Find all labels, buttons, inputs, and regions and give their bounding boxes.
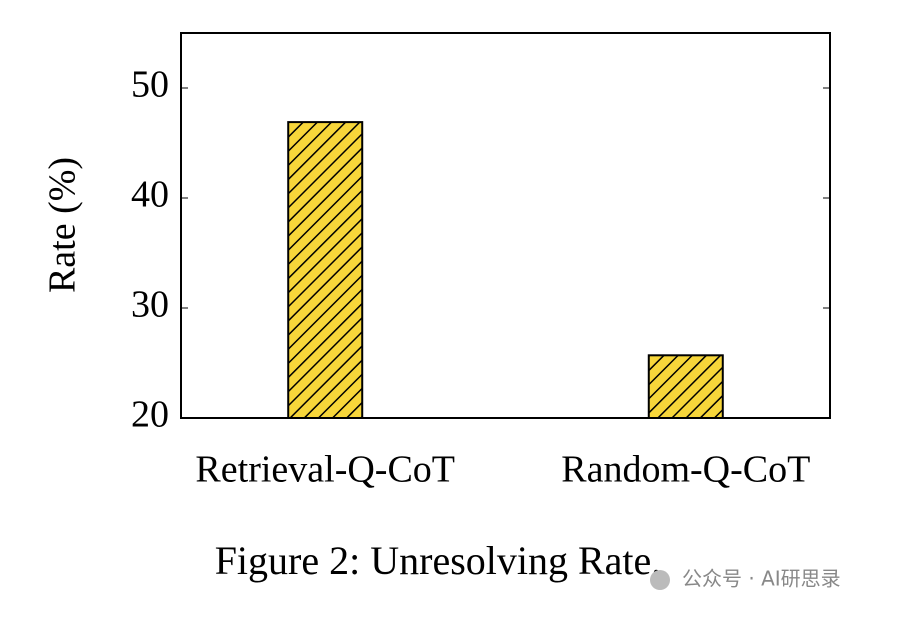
x-tick-label: Retrieval-Q-CoT [195,449,455,491]
watermark-icon [650,570,670,590]
caption: Figure 2: Unresolving Rate. [215,538,662,583]
y-tick-label: 40 [131,174,169,216]
y-tick-label: 50 [131,64,169,106]
y-axis-label: Rate (%) [42,157,84,293]
bar [647,354,724,419]
y-tick-label: 30 [131,284,169,326]
watermark: 公众号 · AI研思录 [682,567,841,591]
y-tick-label: 20 [131,394,169,436]
x-tick-label: Random-Q-CoT [561,449,810,491]
plot-frame [180,32,831,419]
bar [287,121,364,419]
